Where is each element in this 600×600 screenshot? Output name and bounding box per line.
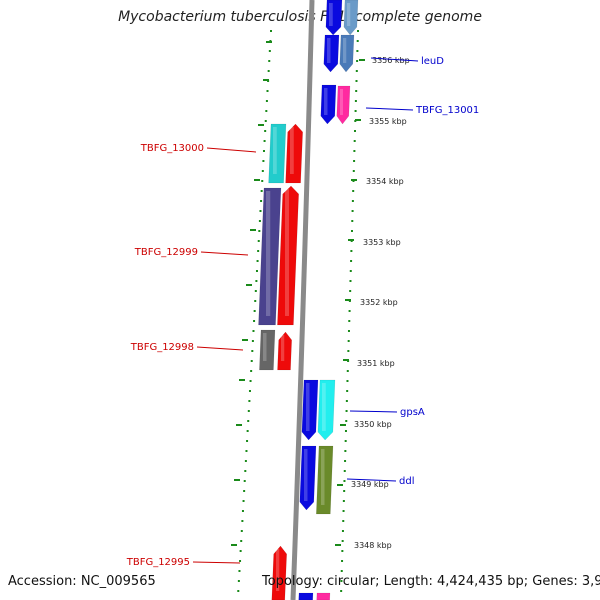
gene-label-right[interactable]: ddl [399, 476, 414, 487]
gene-highlight [263, 333, 267, 361]
gene-highlight [329, 3, 333, 26]
gene-TBFG_13001-pair[interactable] [336, 85, 351, 125]
gene-highlight [290, 127, 294, 174]
gene-label-left[interactable]: TBFG_12995 [126, 557, 190, 568]
gene-highlight [304, 449, 308, 501]
gene-highlight [343, 38, 347, 63]
map-title: Mycobacterium tuberculosis F11, complete… [118, 9, 482, 25]
genome-backbone [290, 0, 315, 600]
ruler-label: 3350 kbp [354, 420, 392, 429]
gene-label-left[interactable]: TBFG_13000 [140, 143, 204, 154]
gene-highlight [321, 449, 325, 505]
gene-highlight [276, 549, 280, 591]
topology-text: Topology: circular; Length: 4,424,435 bp… [262, 574, 600, 589]
ruler-label: 3348 kbp [354, 541, 392, 550]
ruler-label: 3355 kbp [369, 117, 407, 126]
ruler-label: 3352 kbp [360, 298, 398, 307]
right-dotted-guide [340, 30, 359, 592]
gene-label-right[interactable]: TBFG_13001 [415, 105, 479, 116]
gene-TBFG_13000-pair[interactable] [285, 123, 303, 184]
gene-TBFG_13001[interactable] [320, 84, 337, 125]
gene-gpsA[interactable] [301, 379, 319, 441]
label-leader-line [365, 107, 414, 111]
gene-bottom-pink[interactable] [316, 592, 331, 600]
gene-TBFG_12998-pair[interactable] [277, 331, 292, 371]
label-leader-line [370, 57, 419, 62]
gene-highlight [285, 189, 289, 316]
left-dotted-guide [237, 30, 272, 592]
gene-label-right[interactable]: leuD [421, 56, 444, 67]
label-leader-line [349, 410, 398, 413]
gene-TBFG_12999[interactable] [258, 187, 282, 326]
gene-highlight [340, 89, 343, 115]
gene-highlight [347, 3, 351, 26]
gene-top-steel[interactable] [343, 0, 359, 36]
label-leader-line [192, 561, 241, 564]
ruler-label: 3351 kbp [357, 359, 395, 368]
ruler-label: 3349 kbp [351, 480, 389, 489]
gene-label-right[interactable]: gpsA [400, 407, 425, 418]
gene-leuD-pair[interactable] [339, 34, 355, 73]
ruler-label: 3356 kbp [372, 56, 410, 65]
ruler-label: 3354 kbp [366, 177, 404, 186]
label-leader-line [346, 478, 397, 482]
gene-bottom-blue[interactable] [298, 592, 314, 600]
gene-gpsA-pair[interactable] [317, 379, 336, 441]
gene-label-left[interactable]: TBFG_12999 [134, 247, 198, 258]
label-leader-line [206, 147, 257, 153]
gene-label-left[interactable]: TBFG_12998 [130, 342, 194, 353]
label-leader-line [200, 251, 249, 256]
gene-highlight [273, 127, 277, 174]
gene-TBFG_12998[interactable] [259, 329, 276, 371]
gene-ddl-pair[interactable] [316, 445, 334, 515]
gene-highlight [322, 383, 326, 431]
gene-ddl[interactable] [299, 445, 317, 511]
gene-TBFG_12999-pair[interactable] [277, 185, 299, 326]
ruler-label: 3353 kbp [363, 238, 401, 247]
gene-highlight [324, 88, 328, 115]
gene-highlight [266, 191, 271, 316]
gene-TBFG_13000[interactable] [268, 123, 287, 184]
gene-highlight [306, 383, 310, 431]
gene-top-blue[interactable] [325, 0, 343, 36]
gene-leuD[interactable] [323, 34, 340, 73]
gene-highlight [327, 38, 331, 63]
gene-highlight [281, 335, 285, 361]
gene-TBFG_12995[interactable] [271, 545, 287, 600]
accession-text: Accession: NC_009565 [8, 574, 156, 589]
label-leader-line [196, 346, 244, 351]
